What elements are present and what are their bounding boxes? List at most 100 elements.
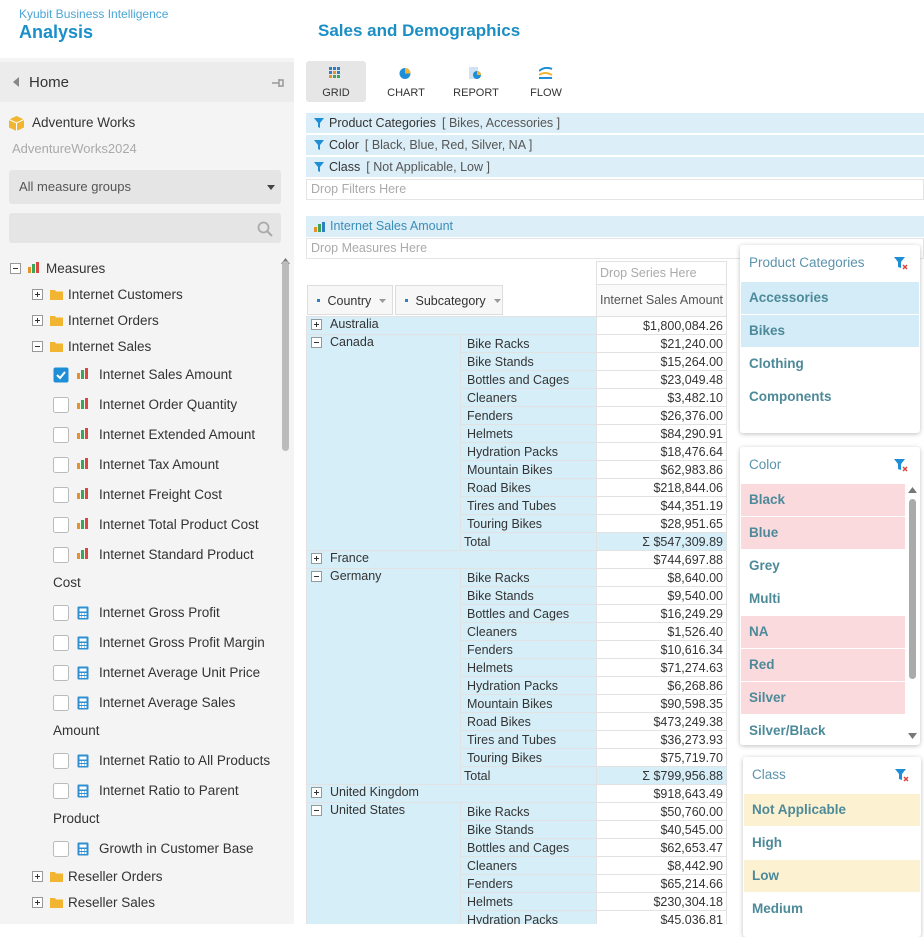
checkbox[interactable] xyxy=(53,841,75,858)
checkbox[interactable] xyxy=(53,547,75,564)
measures-icon xyxy=(28,262,39,273)
checkbox[interactable] xyxy=(53,665,75,682)
panel-item[interactable]: Low xyxy=(744,860,920,892)
tree-measure[interactable]: Internet Average Sales Amount xyxy=(0,688,282,746)
tree-label: Internet Ratio to Parent Product xyxy=(53,783,239,826)
toolbar-button[interactable]: REPORT xyxy=(446,61,506,102)
expander[interactable] xyxy=(311,805,322,816)
home-bar[interactable]: Home xyxy=(0,62,294,102)
checkbox[interactable] xyxy=(53,517,75,534)
tree-folder[interactable]: Internet Orders xyxy=(0,308,282,334)
filter-panel: Class Not Applicable High Low Medium xyxy=(743,757,921,937)
panel-item[interactable]: Medium xyxy=(752,901,804,916)
tree-measure[interactable]: Internet Total Product Cost xyxy=(0,510,282,540)
tree-measure[interactable]: Internet Sales Amount xyxy=(0,360,282,390)
scroll-down[interactable] xyxy=(908,733,917,739)
tree-folder[interactable]: Internet Customers xyxy=(0,282,282,308)
expander[interactable] xyxy=(32,341,43,352)
measure-bar[interactable]: Internet Sales Amount xyxy=(306,216,924,237)
scroll-up[interactable] xyxy=(908,487,917,493)
panel-item[interactable]: Silver xyxy=(741,682,905,714)
search-box[interactable] xyxy=(9,213,281,243)
checkbox[interactable] xyxy=(53,457,75,474)
value-cell: $230,304.18 xyxy=(596,892,727,911)
checkbox[interactable] xyxy=(53,427,75,444)
row-header-pill[interactable]: Country xyxy=(306,285,393,316)
tree-folder[interactable]: Measures xyxy=(0,256,282,282)
tree-measure[interactable]: Internet Ratio to All Products xyxy=(0,746,282,776)
subcategory-cell: Bottles and Cages xyxy=(460,838,597,857)
expander[interactable] xyxy=(311,787,322,798)
measure-group-select[interactable]: All measure groups xyxy=(9,170,281,204)
scrollbar-thumb[interactable] xyxy=(282,261,289,451)
expander[interactable] xyxy=(10,263,21,274)
panel-filter-icon[interactable] xyxy=(894,459,908,472)
panel-item[interactable]: Accessories xyxy=(741,282,919,314)
page-title: Sales and Demographics xyxy=(318,21,521,40)
toolbar-button[interactable]: CHART xyxy=(376,61,436,102)
expander[interactable] xyxy=(32,315,43,326)
drop-filters[interactable]: Drop Filters Here xyxy=(306,179,924,200)
checkbox[interactable] xyxy=(53,635,75,652)
expander[interactable] xyxy=(32,897,43,908)
tree-measure[interactable]: Internet Freight Cost xyxy=(0,480,282,510)
panel-item[interactable]: Red xyxy=(741,649,905,681)
tree-folder[interactable]: Reseller Orders xyxy=(0,864,282,890)
checkbox[interactable] xyxy=(53,783,75,800)
panel-item[interactable]: Components xyxy=(749,389,832,404)
panel-filter-icon[interactable] xyxy=(894,257,908,270)
drop-series[interactable]: Drop Series Here xyxy=(596,261,727,285)
value-cell: $8,640.00 xyxy=(596,568,727,587)
scrollbar-thumb[interactable] xyxy=(909,499,916,679)
panel-item[interactable]: Clothing xyxy=(749,356,804,371)
value-cell: $1,526.40 xyxy=(596,622,727,641)
panel-item[interactable]: Bikes xyxy=(741,315,919,347)
toolbar-button[interactable]: FLOW xyxy=(516,61,576,102)
checkbox[interactable] xyxy=(53,753,75,770)
expander[interactable] xyxy=(311,553,322,564)
checkbox[interactable] xyxy=(53,397,75,414)
panel-item[interactable]: High xyxy=(752,835,782,850)
toolbar-button[interactable]: GRID xyxy=(306,61,366,102)
value-cell: $10,616.34 xyxy=(596,640,727,659)
panel-item[interactable]: Multi xyxy=(749,591,781,606)
panel-item[interactable]: NA xyxy=(741,616,905,648)
panel-item[interactable]: Not Applicable xyxy=(744,794,920,826)
tree-measure[interactable]: Growth in Customer Base xyxy=(0,834,282,864)
checkbox[interactable] xyxy=(53,367,75,383)
row-header-pill[interactable]: Subcategory xyxy=(394,285,503,316)
grid-row: Helmets $84,290.91 xyxy=(307,424,727,443)
country-cell: Australia xyxy=(306,316,597,335)
subcategory-cell: Touring Bikes xyxy=(460,748,597,767)
filter-bar[interactable]: Class [ Not Applicable, Low ] xyxy=(306,157,924,178)
tree-measure[interactable]: Internet Extended Amount xyxy=(0,420,282,450)
expander[interactable] xyxy=(32,289,43,300)
checkbox[interactable] xyxy=(53,695,75,712)
total-value: Σ $799,956.88 xyxy=(596,766,727,785)
checkbox[interactable] xyxy=(53,487,75,504)
tree-measure[interactable]: Internet Average Unit Price xyxy=(0,658,282,688)
tree-folder[interactable]: Reseller Sales xyxy=(0,890,282,916)
expander[interactable] xyxy=(32,871,43,882)
panel-filter-icon[interactable] xyxy=(895,769,909,782)
expander[interactable] xyxy=(311,319,322,330)
panel-item[interactable]: Black xyxy=(741,484,905,516)
country-cell: France xyxy=(306,550,597,569)
tree-measure[interactable]: Internet Gross Profit xyxy=(0,598,282,628)
expander[interactable] xyxy=(311,337,322,348)
tree-measure[interactable]: Internet Ratio to Parent Product xyxy=(0,776,282,834)
panel-item[interactable]: Blue xyxy=(741,517,905,549)
pin-icon[interactable] xyxy=(272,78,284,88)
panel-item[interactable]: Silver/Black xyxy=(749,723,826,738)
tree-measure[interactable]: Internet Tax Amount xyxy=(0,450,282,480)
expander[interactable] xyxy=(311,571,322,582)
filter-bar[interactable]: Color [ Black, Blue, Red, Silver, NA ] xyxy=(306,135,924,156)
panel-item[interactable]: Grey xyxy=(749,558,780,573)
tree-measure[interactable]: Internet Order Quantity xyxy=(0,390,282,420)
tree-measure[interactable]: Internet Gross Profit Margin xyxy=(0,628,282,658)
tree-folder[interactable]: Internet Sales xyxy=(0,334,282,360)
cube-name[interactable]: Adventure Works xyxy=(32,115,136,130)
filter-bar[interactable]: Product Categories [ Bikes, Accessories ] xyxy=(306,113,924,134)
tree-measure[interactable]: Internet Standard Product Cost xyxy=(0,540,282,598)
checkbox[interactable] xyxy=(53,605,75,622)
